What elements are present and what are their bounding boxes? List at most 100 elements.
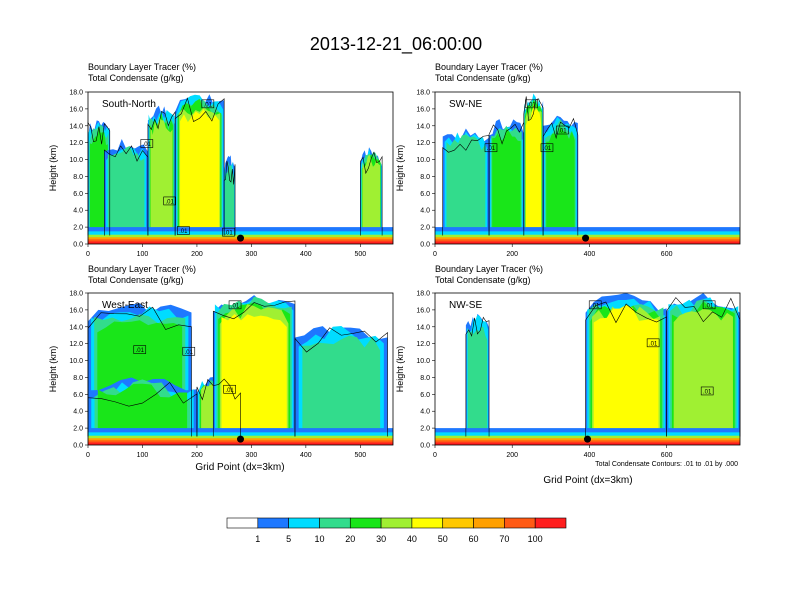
contour-label-text: .01 [143, 142, 152, 148]
tracer-field: .01 .01 .01 .01 [435, 293, 741, 445]
y-tick-label: 0.0 [73, 443, 83, 450]
tracer-band [221, 314, 287, 441]
panel-label: South-North [102, 99, 156, 110]
contour-line [87, 121, 111, 236]
tracer-plume [213, 295, 295, 441]
contour-label: .01 [556, 125, 569, 135]
x-tick-label: 600 [661, 251, 673, 258]
x-axis-label: Grid Point (dx=3km) [543, 475, 632, 486]
panel-label: West-East [102, 300, 148, 311]
x-tick-label: 0 [433, 251, 437, 258]
contour-label: .01 [525, 99, 538, 108]
panel-subtitle-condensate: Total Condensate (g/kg) [435, 275, 531, 285]
x-tick-label: 500 [354, 251, 366, 258]
y-tick-label: 18.0 [69, 90, 83, 97]
location-marker [584, 435, 591, 443]
y-tick-label: 16.0 [69, 106, 83, 113]
contour-label-text: .01 [136, 348, 145, 354]
contour-label-text: .01 [185, 350, 194, 356]
contour-label-text: .01 [705, 303, 714, 309]
contour-label-box [163, 196, 176, 206]
y-tick-label: 4.0 [420, 208, 430, 215]
contour-line [147, 110, 176, 236]
y-tick-label: 6.0 [73, 191, 83, 198]
y-axis-label: Height (km) [395, 145, 405, 192]
x-axis-label: Grid Point (dx=3km) [195, 462, 284, 473]
contour-line [360, 151, 383, 236]
contour-label-box [177, 226, 190, 235]
tracer-band [180, 109, 220, 240]
contour-label-text: .01 [543, 146, 552, 152]
tracer-plume [585, 293, 667, 441]
y-tick-label: 16.0 [416, 106, 430, 113]
contour-line [196, 378, 241, 437]
contour-line [542, 117, 579, 236]
contour-label: .01 [646, 338, 660, 347]
panel-west-east: .01 .01 .01 .01 Boundary Layer Tracer (%) T… [48, 264, 394, 473]
contour-label-text: .01 [179, 229, 188, 235]
x-tick-label: 200 [191, 452, 203, 459]
tracer-band [593, 304, 659, 441]
boundary-layer-band [435, 442, 740, 445]
tracer-plume [523, 93, 544, 240]
contour-label-box [201, 99, 215, 109]
boundary-layer-band [88, 241, 393, 244]
x-tick-label: 400 [300, 251, 312, 258]
contour-line [488, 122, 525, 236]
figure-title: 2013-12-21_06:00:00 [310, 34, 482, 55]
y-tick-label: 8.0 [420, 174, 430, 181]
tracer-band [150, 116, 173, 240]
tracer-plume [104, 138, 148, 240]
tracer-field: .01 .01 .01 .01 [87, 293, 393, 445]
contour-label-text: .01 [558, 129, 567, 135]
contour-footnote: Total Condensate Contours: .01 to .01 by… [595, 461, 738, 468]
colorbar-label: 20 [345, 534, 355, 544]
panel-subtitle-tracer: Boundary Layer Tracer (%) [88, 62, 196, 72]
colorbar-swatch [319, 517, 351, 529]
contour-label-text: .01 [591, 303, 600, 309]
tracer-band [302, 335, 381, 441]
y-tick-label: 12.0 [69, 140, 83, 147]
condensate-contours [442, 96, 579, 236]
colorbar-swatch [349, 517, 382, 529]
y-tick-label: 2.0 [420, 225, 430, 232]
x-tick-label: 400 [584, 251, 596, 258]
contour-line [465, 316, 490, 437]
tracer-band [362, 154, 381, 240]
colorbar-swatch [226, 517, 259, 529]
tracer-band [546, 126, 575, 240]
x-tick-label: 600 [661, 452, 673, 459]
panel-nw-se: .01 .01 .01 .01 Boundary Layer Tracer (%) T… [395, 264, 741, 486]
contour-line [87, 381, 198, 437]
colorbar-swatch [380, 517, 413, 529]
tracer-band [97, 383, 188, 441]
contour-label-box [484, 143, 498, 153]
colorbar-swatch [473, 517, 505, 529]
contour-line [666, 297, 741, 437]
y-tick-label: 8.0 [73, 375, 83, 382]
boundary-layer-band [435, 241, 740, 244]
condensate-contours [465, 297, 741, 437]
contour-label: .01 [540, 143, 554, 152]
y-tick-label: 2.0 [420, 426, 430, 433]
colorbar-swatch [257, 517, 289, 529]
x-tick-label: 0 [433, 452, 437, 459]
condensate-contours [87, 97, 383, 236]
contour-label-box [700, 386, 714, 396]
contour-label-text: .01 [649, 341, 658, 347]
contour-label: .01 [222, 227, 235, 237]
tracer-band [225, 160, 235, 240]
y-tick-label: 0.0 [420, 242, 430, 249]
y-tick-label: 8.0 [420, 375, 430, 382]
y-tick-label: 12.0 [69, 341, 83, 348]
tracer-plume [147, 105, 176, 240]
tracer-plume [666, 293, 740, 441]
plot-frame [434, 292, 741, 446]
y-tick-label: 10.0 [416, 157, 430, 164]
contour-label-text: .01 [225, 388, 234, 394]
colorbar: 1 5 10 20 30 40 50 60 70 100 [226, 517, 567, 544]
colorbar-swatch [442, 517, 474, 529]
tracer-band [446, 134, 486, 240]
y-axis-label: Height (km) [48, 145, 58, 192]
